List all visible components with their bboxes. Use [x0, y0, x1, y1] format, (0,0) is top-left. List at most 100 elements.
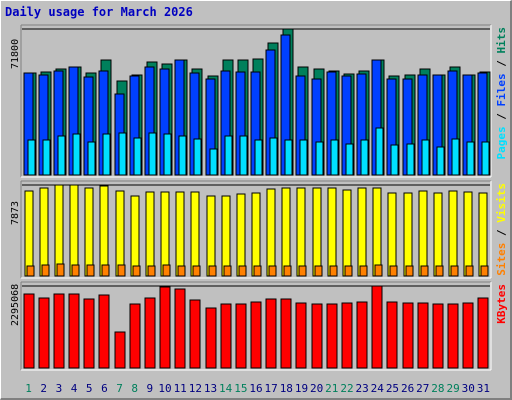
y-axis-legend-label: KBytes	[495, 284, 508, 324]
day-tick-label: 13	[204, 382, 217, 395]
kbytes-bar	[83, 298, 95, 369]
y-axis-legend-label: Pages / Files / Hits	[495, 27, 508, 160]
pages-bar	[133, 137, 142, 176]
day-tick-label: 19	[295, 382, 308, 395]
kbytes-bar	[129, 303, 141, 369]
kbytes-bar	[280, 298, 292, 369]
kbytes-bar	[417, 302, 429, 369]
visits-bar	[448, 190, 458, 277]
legend-part: Pages	[495, 126, 508, 159]
visits-bar	[357, 187, 367, 277]
pages-bar	[406, 143, 415, 176]
day-tick-label: 17	[265, 382, 278, 395]
day-tick-label: 22	[340, 382, 353, 395]
sites-bar	[253, 265, 262, 277]
visits-bar	[99, 185, 109, 277]
pages-bar	[72, 133, 81, 176]
visits-bar	[160, 191, 170, 277]
visits-bar	[327, 187, 337, 277]
visits-bar	[221, 195, 231, 277]
sites-bar	[420, 265, 429, 277]
kbytes-bar	[68, 293, 80, 369]
visits-bar	[39, 187, 49, 277]
pages-bar	[299, 139, 308, 176]
pages-bar	[451, 138, 460, 176]
day-tick-label: 4	[71, 382, 78, 395]
sites-bar	[101, 264, 110, 277]
day-tick-label: 7	[116, 382, 123, 395]
day-tick-label: 23	[356, 382, 369, 395]
legend-part: Visits	[495, 183, 508, 223]
pages-bar	[254, 139, 263, 176]
sites-bar	[298, 265, 307, 277]
sites-bar	[147, 265, 156, 277]
day-tick-label: 18	[280, 382, 293, 395]
pages-bar	[375, 127, 384, 176]
visits-bar	[206, 195, 216, 277]
legend-part: /	[495, 223, 508, 243]
sites-bar	[177, 265, 186, 277]
day-tick-label: 8	[131, 382, 138, 395]
kbytes-bar	[386, 301, 398, 369]
visits-bar	[130, 195, 140, 277]
pages-bar	[436, 146, 445, 176]
pages-bar	[42, 139, 51, 176]
day-tick-label: 9	[147, 382, 154, 395]
sites-bar	[314, 265, 323, 277]
sites-bar	[208, 265, 217, 277]
day-tick-label: 27	[416, 382, 429, 395]
day-tick-label: 16	[249, 382, 262, 395]
chart-title: Daily usage for March 2026	[5, 5, 193, 19]
sites-bar	[41, 264, 50, 277]
kbytes-bar	[23, 293, 35, 369]
day-tick-label: 21	[325, 382, 338, 395]
sites-bar	[450, 265, 459, 277]
legend-part: /	[495, 107, 508, 127]
sites-bar	[465, 265, 474, 277]
visits-bar	[433, 192, 443, 277]
pages-bar	[178, 135, 187, 176]
visits-bar	[403, 192, 413, 277]
pages-bar	[87, 141, 96, 176]
kbytes-bar	[477, 297, 489, 369]
pages-bar	[163, 133, 172, 176]
kbytes-bar	[174, 288, 186, 369]
y-max-tick-label: 71800	[10, 39, 21, 69]
sites-bar	[374, 264, 383, 277]
legend-part: Sites	[495, 243, 508, 276]
day-tick-label: 20	[310, 382, 323, 395]
kbytes-bar	[235, 303, 247, 369]
visits-bar	[266, 188, 276, 277]
visits-bar	[296, 187, 306, 277]
kbytes-bar	[462, 302, 474, 369]
sites-bar	[26, 265, 35, 277]
visits-bar	[115, 190, 125, 277]
sites-bar	[268, 265, 277, 277]
kbytes-bar	[341, 302, 353, 369]
pages-bar	[224, 135, 233, 176]
legend-part: Hits	[495, 27, 508, 54]
visits-bar	[281, 187, 291, 277]
kbytes-bar	[371, 285, 383, 369]
sites-bar	[344, 265, 353, 277]
sites-bar	[329, 265, 338, 277]
day-tick-label: 30	[462, 382, 475, 395]
day-tick-label: 15	[234, 382, 247, 395]
sites-bar	[117, 264, 126, 277]
kbytes-bar	[53, 293, 65, 369]
kbytes-bar	[250, 301, 262, 369]
day-tick-label: 25	[386, 382, 399, 395]
visits-bar	[478, 192, 488, 277]
sites-bar	[389, 265, 398, 277]
pages-bar	[466, 141, 475, 176]
pages-bar	[269, 137, 278, 176]
sites-bar	[192, 265, 201, 277]
pages-bar	[421, 139, 430, 176]
kbytes-bar	[144, 297, 156, 369]
kbytes-bar	[402, 302, 414, 369]
kbytes-bar	[356, 301, 368, 369]
y-axis-legend-label: Sites / Visits	[495, 183, 508, 276]
kbytes-bar	[432, 303, 444, 369]
pages-bar	[148, 132, 157, 176]
